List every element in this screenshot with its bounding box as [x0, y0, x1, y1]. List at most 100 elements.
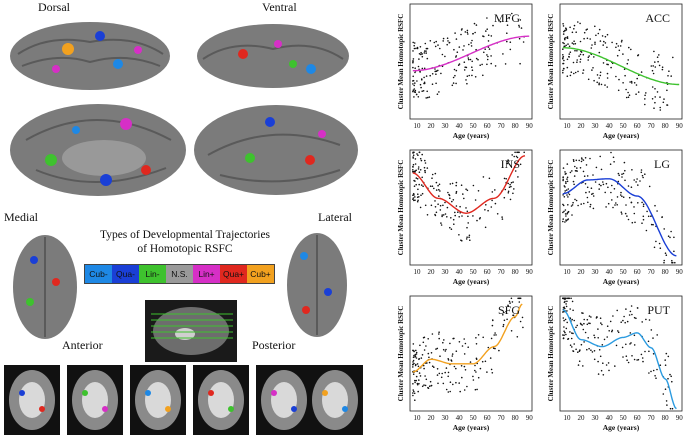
x-axis-label: Age (years): [453, 423, 490, 432]
data-point: [571, 204, 574, 206]
data-point: [414, 89, 417, 92]
chart-title: PUT: [647, 303, 670, 317]
x-tick-label: 10: [564, 414, 572, 422]
data-point: [600, 369, 603, 372]
y-axis-label: Cluster Mean Homotopic RSFC: [547, 14, 555, 110]
data-point: [633, 358, 636, 361]
data-point: [435, 40, 437, 43]
data-point: [465, 188, 467, 190]
data-point: [477, 376, 480, 379]
data-point: [598, 77, 600, 79]
data-point: [517, 176, 519, 178]
data-point: [588, 347, 590, 350]
data-point: [594, 25, 596, 28]
data-point: [466, 31, 469, 34]
data-point: [452, 82, 455, 84]
data-point: [437, 203, 439, 205]
data-point: [439, 190, 441, 192]
data-point: [642, 205, 645, 208]
data-point: [455, 367, 457, 370]
data-point: [421, 90, 423, 92]
data-point: [582, 72, 584, 74]
data-point: [464, 342, 467, 345]
data-point: [572, 309, 574, 312]
data-point: [568, 53, 571, 55]
data-point: [589, 203, 592, 206]
chart-ins: 10 20 30 40 50 60 70 80 90 Age (years) Cluster Mea…: [386, 146, 536, 291]
data-point: [594, 336, 596, 339]
data-point: [652, 223, 654, 226]
data-point: [447, 40, 449, 42]
data-point: [564, 186, 566, 188]
data-point: [455, 192, 457, 194]
data-point: [615, 42, 618, 45]
data-point: [566, 180, 569, 183]
plot-frame: [409, 3, 533, 120]
data-point: [618, 174, 620, 177]
data-point: [663, 98, 665, 100]
data-point: [483, 35, 485, 38]
data-point: [425, 52, 427, 54]
data-point: [490, 368, 493, 371]
data-point: [474, 369, 476, 372]
data-point: [577, 364, 580, 366]
label-medial: Medial: [4, 210, 38, 224]
data-point: [468, 74, 470, 77]
data-point: [475, 24, 478, 26]
data-point: [653, 50, 655, 53]
data-point: [582, 312, 584, 314]
data-point: [583, 202, 585, 205]
data-point: [622, 319, 624, 322]
data-point: [417, 166, 420, 168]
data-point: [413, 354, 415, 357]
data-point: [641, 321, 643, 323]
x-tick-label: 40: [456, 414, 464, 422]
data-point: [413, 42, 416, 44]
data-point: [466, 226, 468, 229]
data-point: [412, 366, 414, 368]
data-point: [598, 82, 600, 84]
data-point: [420, 53, 422, 56]
data-point: [617, 330, 619, 332]
data-point: [481, 360, 484, 363]
data-point: [442, 341, 444, 344]
data-point: [494, 189, 496, 191]
data-point: [596, 316, 598, 318]
figure-title-line1: Types of Developmental Trajectories: [99, 229, 271, 241]
data-point: [428, 356, 430, 359]
data-point: [562, 176, 564, 178]
data-point: [622, 82, 624, 84]
data-point: [479, 367, 482, 370]
data-point: [482, 336, 484, 339]
data-point: [412, 343, 415, 345]
x-tick-label: 40: [456, 268, 464, 276]
data-point: [596, 74, 599, 76]
chart-title: MFG: [494, 11, 520, 25]
data-point: [450, 228, 453, 230]
data-point: [419, 344, 421, 347]
data-point: [417, 193, 419, 195]
data-point: [444, 213, 447, 215]
data-point: [510, 181, 513, 184]
data-point: [600, 83, 603, 86]
data-point: [487, 40, 490, 42]
data-point: [474, 76, 477, 78]
data-point: [593, 79, 595, 82]
data-point: [465, 66, 468, 69]
data-point: [610, 66, 612, 69]
label-ventral: Ventral: [262, 0, 297, 14]
data-point: [412, 373, 415, 375]
data-point: [604, 191, 606, 194]
data-point: [579, 53, 582, 56]
data-point: [658, 54, 660, 56]
data-point: [630, 305, 633, 307]
data-point: [648, 350, 650, 353]
data-point: [576, 61, 578, 63]
legend-item-4: Lin+: [193, 265, 220, 283]
data-point: [571, 332, 573, 334]
data-point: [573, 28, 575, 30]
data-point: [617, 331, 620, 334]
data-point: [577, 21, 579, 23]
fit-line: [562, 47, 680, 86]
data-point: [569, 74, 572, 77]
